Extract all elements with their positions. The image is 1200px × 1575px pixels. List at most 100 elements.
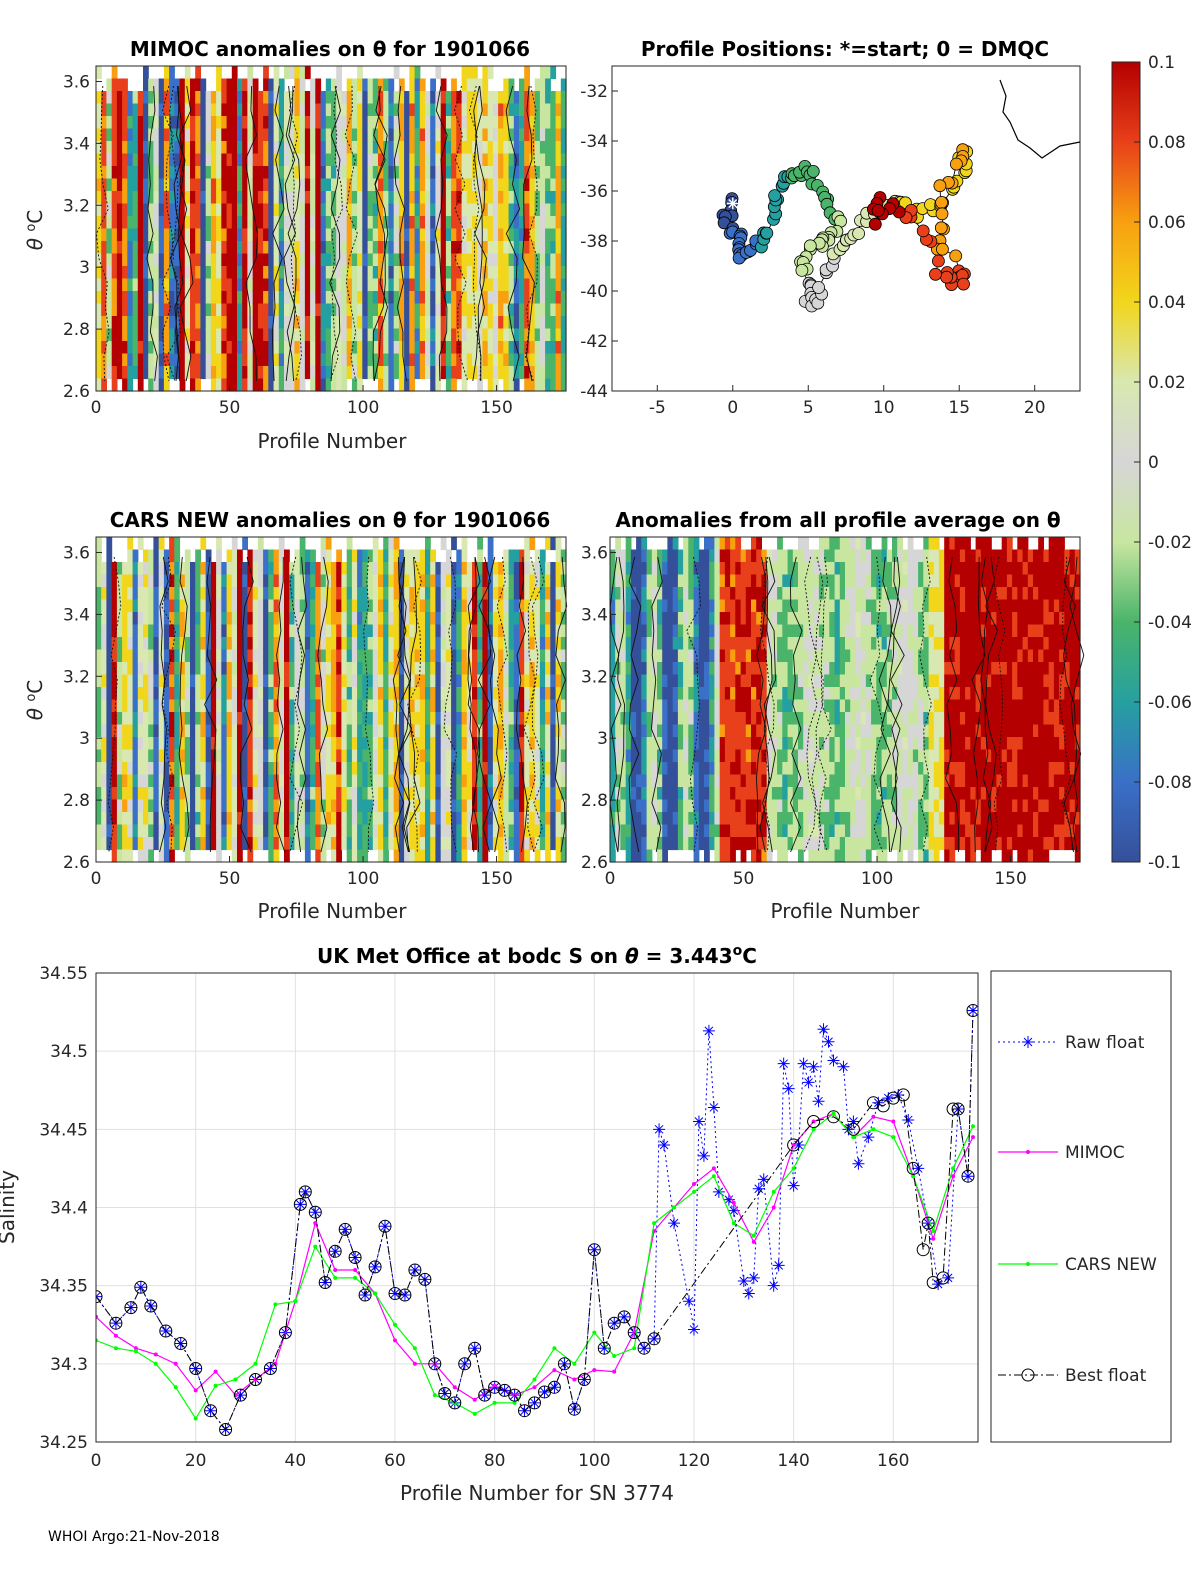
heatmap-cell bbox=[466, 587, 473, 601]
heatmap-cell bbox=[393, 587, 400, 601]
heatmap-cell bbox=[357, 141, 363, 155]
heatmap-cell bbox=[299, 378, 306, 392]
heatmap-cell bbox=[294, 191, 301, 205]
heatmap-cell bbox=[325, 574, 332, 588]
heatmap-cell bbox=[216, 549, 222, 563]
heatmap-cell bbox=[539, 303, 546, 317]
heatmap-cell bbox=[524, 662, 530, 676]
heatmap-cell bbox=[524, 562, 530, 576]
heatmap-cell bbox=[325, 749, 332, 763]
heatmap-cell bbox=[351, 91, 358, 105]
heatmap-cell bbox=[498, 366, 504, 380]
heatmap-cell bbox=[200, 762, 207, 776]
heatmap-cell bbox=[252, 624, 259, 638]
heatmap-cell bbox=[153, 153, 160, 167]
heatmap-cell bbox=[362, 649, 369, 663]
heatmap-cell bbox=[487, 103, 494, 117]
heatmap-cell bbox=[122, 128, 128, 142]
heatmap-cell bbox=[492, 662, 499, 676]
heatmap-cell bbox=[351, 574, 358, 588]
heatmap-cell bbox=[641, 812, 648, 826]
heatmap-cell bbox=[299, 799, 306, 813]
heatmap-cell bbox=[304, 228, 311, 242]
heatmap-cell bbox=[372, 662, 379, 676]
heatmap-cell bbox=[325, 837, 332, 851]
heatmap-cell bbox=[252, 574, 259, 588]
heatmap-cell bbox=[268, 674, 275, 688]
heatmap-cell bbox=[610, 762, 616, 776]
heatmap-cell bbox=[610, 812, 616, 826]
heatmap-cell bbox=[132, 253, 139, 267]
heatmap-cell bbox=[153, 724, 160, 738]
heatmap-cell bbox=[148, 141, 154, 155]
contour-line bbox=[469, 85, 482, 382]
heatmap-cell bbox=[519, 612, 525, 626]
heatmap-cell bbox=[331, 128, 337, 142]
heatmap-cell bbox=[346, 341, 353, 355]
heatmap-cell bbox=[487, 749, 494, 763]
heatmap-cell bbox=[440, 787, 447, 801]
heatmap-cell bbox=[221, 574, 228, 588]
heatmap-cell bbox=[393, 624, 400, 638]
heatmap-cell bbox=[534, 724, 541, 738]
heatmap-cell bbox=[106, 353, 113, 367]
heatmap-cell bbox=[378, 824, 384, 838]
heatmap-cell bbox=[257, 191, 264, 205]
heatmap-cell bbox=[252, 191, 259, 205]
heatmap-cell bbox=[419, 178, 426, 192]
heatmap-cell bbox=[398, 203, 405, 217]
heatmap-cell bbox=[122, 687, 128, 701]
heatmap-cell bbox=[445, 253, 452, 267]
heatmap-cell bbox=[383, 378, 389, 392]
heatmap-cell bbox=[143, 574, 149, 588]
heatmap-cell bbox=[487, 216, 494, 230]
heatmap-cell bbox=[273, 587, 280, 601]
heatmap-cell bbox=[498, 303, 504, 317]
heatmap-cell bbox=[226, 316, 233, 330]
heatmap-cell bbox=[231, 253, 238, 267]
heatmap-cell bbox=[268, 178, 275, 192]
heatmap-cell bbox=[351, 799, 358, 813]
heatmap-cell bbox=[519, 624, 525, 638]
heatmap-cell bbox=[414, 849, 421, 863]
heatmap-cell bbox=[294, 749, 301, 763]
heatmap-cell bbox=[242, 253, 248, 267]
heatmap-cell bbox=[545, 103, 551, 117]
heatmap-cell bbox=[184, 849, 191, 863]
heatmap-cell bbox=[294, 203, 301, 217]
heatmap-cell bbox=[555, 837, 562, 851]
heatmap-cell bbox=[158, 141, 165, 155]
heatmap-cell bbox=[116, 562, 123, 576]
colorbar-tick-label: -0.1 bbox=[1148, 853, 1181, 873]
heatmap-cell bbox=[534, 103, 541, 117]
heatmap-cell bbox=[331, 91, 337, 105]
heatmap-cell bbox=[472, 191, 478, 205]
heatmap-cell bbox=[625, 762, 632, 776]
heatmap-cell bbox=[315, 253, 322, 267]
heatmap-cell bbox=[398, 549, 405, 563]
heatmap-cell bbox=[263, 303, 269, 317]
heatmap-cell bbox=[221, 649, 228, 663]
heatmap-cell bbox=[393, 103, 400, 117]
heatmap-cell bbox=[513, 624, 520, 638]
heatmap-cell bbox=[174, 762, 181, 776]
heatmap-cell bbox=[221, 153, 228, 167]
heatmap-cell bbox=[466, 153, 473, 167]
heatmap-cell bbox=[132, 91, 139, 105]
heatmap-cell bbox=[122, 191, 128, 205]
heatmap-cell bbox=[169, 549, 175, 563]
heatmap-cell bbox=[284, 91, 290, 105]
heatmap-cell bbox=[179, 328, 186, 342]
heatmap-cell bbox=[378, 812, 384, 826]
heatmap-cell bbox=[372, 637, 379, 651]
heatmap-cell bbox=[127, 166, 134, 180]
heatmap-cell bbox=[242, 749, 248, 763]
heatmap-cell bbox=[492, 303, 499, 317]
heatmap-cell bbox=[294, 762, 301, 776]
heatmap-cell bbox=[273, 366, 280, 380]
heatmap-cell bbox=[508, 687, 515, 701]
heatmap-cell bbox=[357, 562, 363, 576]
heatmap-cell bbox=[529, 624, 536, 638]
y-tick-label: 3.4 bbox=[63, 134, 90, 154]
heatmap-cell bbox=[278, 303, 285, 317]
